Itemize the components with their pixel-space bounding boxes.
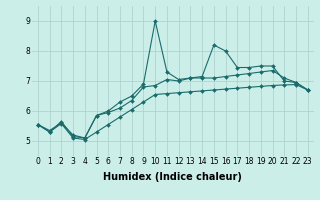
X-axis label: Humidex (Indice chaleur): Humidex (Indice chaleur) [103, 172, 242, 182]
